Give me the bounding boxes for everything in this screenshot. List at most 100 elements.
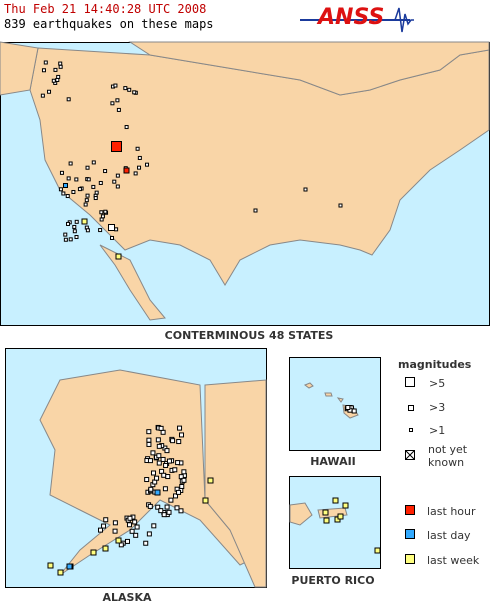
quake-marker	[77, 187, 82, 192]
quake-marker	[103, 169, 108, 174]
legend-label: last week	[427, 554, 480, 567]
quake-marker	[164, 504, 170, 510]
quake-marker	[133, 532, 139, 538]
quake-marker	[166, 458, 172, 464]
quake-marker	[127, 87, 132, 92]
quake-marker	[124, 538, 130, 544]
hawaii-map	[289, 357, 381, 451]
quake-marker	[172, 467, 178, 473]
quake-marker	[146, 429, 152, 435]
quake-marker	[160, 456, 166, 462]
map-label: CONTERMINOUS 48 STATES	[165, 329, 334, 342]
quake-marker	[112, 179, 117, 184]
quake-marker	[74, 235, 79, 240]
quake-marker	[179, 484, 185, 490]
count-line: 839 earthquakes on these maps	[4, 17, 214, 31]
quake-marker	[112, 520, 118, 526]
quake-marker	[63, 183, 68, 188]
quake-marker	[103, 517, 109, 523]
quake-marker	[143, 540, 149, 546]
quake-marker	[147, 503, 153, 509]
quake-marker	[91, 184, 96, 189]
quake-marker	[161, 472, 167, 478]
quake-marker	[181, 477, 187, 483]
quake-marker	[177, 425, 183, 431]
quake-marker	[135, 146, 140, 151]
quake-marker	[56, 74, 61, 79]
quake-marker	[132, 90, 137, 95]
quake-marker	[202, 497, 209, 504]
quake-marker	[102, 545, 109, 552]
quake-marker	[154, 489, 161, 496]
quake-marker	[150, 450, 156, 456]
legend-label: last day	[427, 529, 471, 542]
quake-marker	[156, 443, 162, 449]
quake-marker	[84, 198, 89, 203]
quake-marker	[63, 232, 68, 237]
quake-marker	[129, 528, 135, 534]
quake-marker	[147, 458, 153, 464]
quake-marker	[342, 502, 349, 509]
quake-marker	[115, 98, 120, 103]
quake-marker	[133, 171, 138, 176]
quake-marker	[332, 497, 339, 504]
quake-marker	[156, 453, 162, 459]
quake-marker	[345, 405, 351, 411]
quake-marker	[93, 196, 98, 201]
quake-marker	[144, 477, 150, 483]
quake-marker	[123, 86, 128, 91]
quake-marker	[110, 101, 115, 106]
quake-marker	[174, 505, 180, 511]
quake-marker	[61, 191, 66, 196]
quake-marker	[85, 193, 90, 198]
quake-marker	[137, 155, 142, 160]
quake-marker	[253, 208, 258, 213]
quake-marker	[323, 517, 330, 524]
quake-marker	[155, 504, 161, 510]
quake-marker	[99, 210, 104, 215]
quake-marker	[337, 513, 344, 520]
quake-marker	[164, 448, 170, 454]
quake-marker	[98, 527, 104, 533]
quake-marker	[162, 486, 168, 492]
canada	[0, 41, 490, 96]
legend-symbol	[408, 405, 414, 411]
quake-marker	[98, 228, 103, 233]
quake-marker	[115, 537, 122, 544]
quake-marker	[181, 469, 187, 475]
quake-marker	[155, 437, 161, 443]
quake-marker	[322, 509, 329, 516]
quake-marker	[111, 141, 122, 152]
quake-marker	[63, 237, 68, 242]
quake-marker	[178, 508, 184, 514]
legend-label: >3	[429, 401, 445, 414]
quake-marker	[66, 97, 71, 102]
quake-marker	[81, 218, 88, 225]
legend-swatch	[405, 529, 415, 539]
timestamp: Thu Feb 21 14:40:28 UTC 2008	[4, 2, 207, 16]
quake-markers	[40, 60, 381, 576]
quake-marker	[72, 229, 77, 234]
quake-marker	[123, 167, 130, 174]
quake-marker	[100, 214, 105, 219]
quake-marker	[65, 194, 70, 199]
quake-marker	[165, 474, 171, 480]
quake-marker	[115, 253, 122, 260]
quake-marker	[51, 78, 56, 83]
quake-marker	[103, 209, 108, 214]
quake-marker	[68, 161, 73, 166]
quake-marker	[176, 439, 182, 445]
quake-marker	[151, 523, 157, 529]
quake-marker	[99, 217, 104, 222]
quake-marker	[115, 184, 120, 189]
quake-marker	[71, 189, 76, 194]
quake-marker	[101, 523, 107, 529]
quake-marker	[170, 438, 176, 444]
quake-marker	[66, 176, 71, 181]
quake-marker	[115, 173, 120, 178]
legend-title: magnitudes	[398, 358, 472, 371]
quake-marker	[90, 549, 97, 556]
quake-marker	[161, 512, 167, 518]
